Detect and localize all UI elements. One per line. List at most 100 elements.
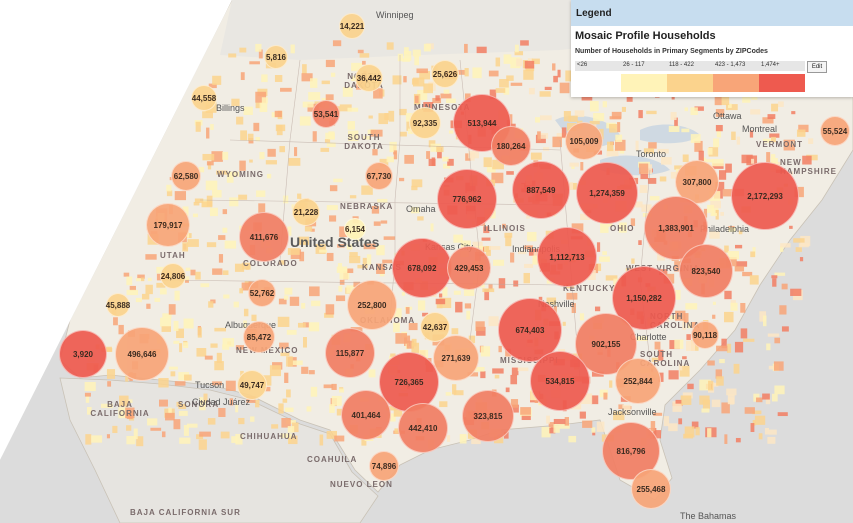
zip-cluster-bubble[interactable]: 816,796 [602,422,660,480]
zip-cluster-bubble[interactable]: 5,816 [264,45,288,69]
density-cell [140,277,145,282]
state-label-new-hampshire: NEW HAMPSHIRE [780,158,838,176]
density-cell [328,131,335,140]
density-cell [222,270,229,275]
legend-edit-button[interactable]: Edit [807,61,827,73]
density-cell [671,95,675,100]
density-cell [255,102,262,109]
zip-cluster-bubble[interactable]: 823,540 [679,244,733,298]
density-cell [176,401,182,407]
density-cell [231,436,238,443]
zip-cluster-bubble[interactable]: 534,815 [530,351,590,411]
density-cell [523,69,534,80]
density-cell [301,302,306,309]
zip-cluster-bubble[interactable]: 2,172,293 [731,162,799,230]
zip-cluster-bubble[interactable]: 67,730 [365,162,393,190]
density-cell [363,243,376,250]
legend-panel: Legend Mosaic Profile Households Number … [571,0,853,97]
density-cell [388,110,395,122]
density-cell [724,290,732,300]
density-cell [674,339,684,349]
density-cell [361,439,367,446]
zip-cluster-bubble[interactable]: 105,009 [565,122,603,160]
zip-cluster-bubble[interactable]: 74,896 [369,451,399,481]
zip-cluster-bubble[interactable]: 62,580 [171,161,201,191]
zip-cluster-bubble[interactable]: 887,549 [512,161,570,219]
zip-cluster-bubble[interactable]: 21,228 [292,198,320,226]
density-cell [357,264,368,269]
zip-cluster-bubble[interactable]: 323,815 [462,390,514,442]
density-cell [323,384,333,389]
zip-cluster-bubble[interactable]: 180,264 [491,126,531,166]
density-cell [222,151,229,160]
zip-cluster-bubble[interactable]: 92,335 [409,107,441,139]
density-cell [423,43,431,52]
density-cell [802,155,812,165]
density-cell [453,290,461,295]
density-cell [276,124,283,136]
density-cell [243,308,249,317]
density-cell [310,386,318,397]
zip-cluster-bubble[interactable]: 252,800 [347,280,397,330]
zip-cluster-bubble[interactable]: 55,524 [820,116,850,146]
density-cell [669,315,676,320]
zip-cluster-bubble[interactable]: 411,676 [239,212,289,262]
bubble-value: 534,815 [545,376,575,386]
density-cell [259,101,268,113]
zip-cluster-bubble[interactable]: 442,410 [398,403,448,453]
zip-cluster-bubble[interactable]: 25,626 [431,60,459,88]
density-cell [778,101,784,107]
zip-cluster-bubble[interactable]: 674,403 [498,298,562,362]
zip-cluster-bubble[interactable]: 6,154 [344,218,366,240]
density-cell [287,426,295,433]
zip-cluster-bubble[interactable]: 1,383,901 [644,196,708,260]
density-cell [298,236,309,246]
density-cell [806,154,818,161]
density-cell [159,288,167,295]
zip-cluster-bubble[interactable]: 776,962 [437,169,497,229]
zip-cluster-bubble[interactable]: 429,453 [447,246,491,290]
zip-cluster-bubble[interactable]: 53,541 [312,100,340,128]
city-label-philadelphia: Philadelphia [700,224,750,234]
density-cell [539,91,551,97]
density-cell [516,58,523,67]
density-cell [771,103,779,112]
state-label-vermont: VERMONT [756,140,803,149]
density-cell [278,298,287,305]
density-cell [173,320,179,331]
zip-cluster-bubble[interactable]: 115,877 [325,328,375,378]
zip-cluster-bubble[interactable]: 401,464 [341,390,391,440]
zip-cluster-bubble[interactable]: 49,747 [237,370,267,400]
zip-cluster-bubble[interactable]: 3,920 [59,330,107,378]
zip-cluster-bubble[interactable]: 726,365 [379,352,439,412]
zip-cluster-bubble[interactable]: 271,639 [433,335,479,381]
density-cell [186,423,198,428]
density-cell [561,127,567,138]
zip-cluster-bubble[interactable]: 24,806 [160,263,186,289]
zip-cluster-bubble[interactable]: 45,888 [106,293,130,317]
density-cell [240,130,248,141]
zip-cluster-bubble[interactable]: 1,112,713 [537,227,597,287]
region-label-nuevo-leon: NUEVO LEON [330,480,393,489]
zip-cluster-bubble[interactable]: 52,762 [248,279,276,307]
zip-cluster-bubble[interactable]: 252,844 [615,358,661,404]
density-cell [750,251,756,258]
density-cell [329,404,335,413]
zip-cluster-bubble[interactable]: 90,118 [691,321,719,349]
zip-cluster-bubble[interactable]: 179,917 [146,203,190,247]
zip-cluster-bubble[interactable]: 496,646 [115,327,169,381]
density-cell [168,366,178,370]
zip-cluster-bubble[interactable]: 678,092 [392,238,452,298]
zip-cluster-bubble[interactable]: 14,221 [339,13,365,39]
zip-cluster-bubble[interactable]: 255,468 [631,469,671,509]
density-cell [337,263,343,271]
zip-cluster-bubble[interactable]: 36,442 [355,64,383,92]
density-cell [222,209,228,215]
density-cell [339,104,352,112]
zip-cluster-bubble[interactable]: 44,558 [191,85,217,111]
density-cell [280,433,292,438]
zip-cluster-bubble[interactable]: 1,274,359 [576,162,638,224]
density-cell [278,403,284,414]
zip-cluster-bubble[interactable]: 85,472 [243,321,275,353]
density-cell [720,211,724,216]
